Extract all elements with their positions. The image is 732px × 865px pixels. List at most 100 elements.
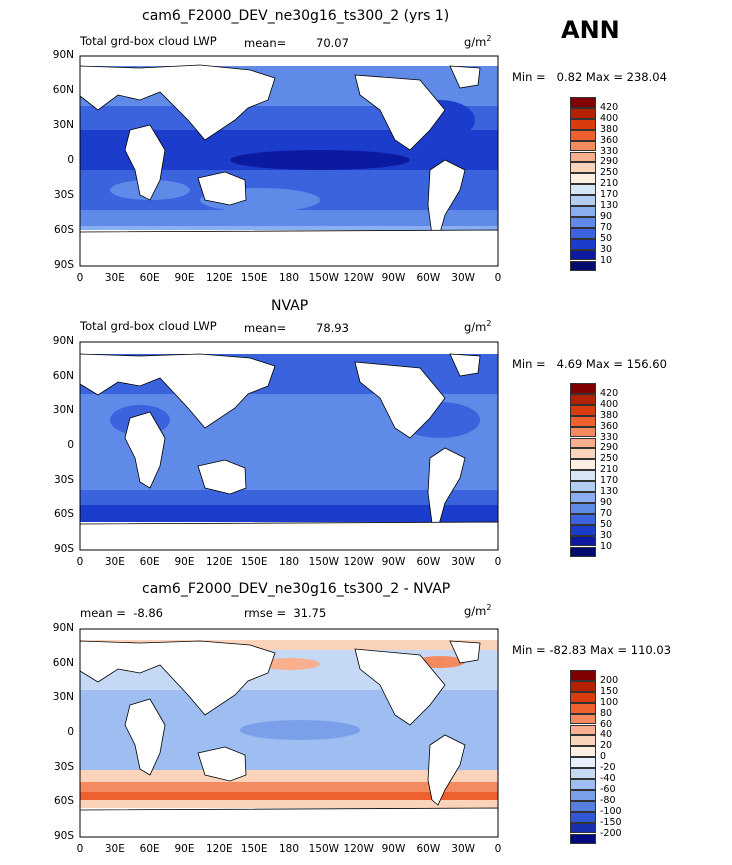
- panel1-lon-tick-label: 180: [278, 272, 300, 284]
- panel3-colorbar-box: [570, 800, 596, 812]
- panel1-colorbar-box: [570, 118, 596, 130]
- panel2-colorbar-box: [570, 448, 596, 460]
- panel3-lon-tick-label: 60W: [416, 843, 441, 855]
- panel1-colorbar-label: 290: [600, 156, 619, 168]
- panel2-colorbar-label: 360: [600, 420, 619, 432]
- panel3-colorbar-box: [570, 768, 596, 779]
- panel1-colorbar-box: [570, 140, 596, 152]
- panel3-lat-tick-label: 30N: [52, 691, 74, 704]
- panel2-units: g/m2: [464, 319, 492, 334]
- panel2-lat-tick-label: 60S: [53, 508, 74, 521]
- panel2-lon-tick-label: 120W: [343, 556, 374, 568]
- panel1-colorbar-box: [570, 227, 596, 239]
- panel2-colorbar-label: 30: [600, 529, 613, 541]
- panel3-lon-tick-label: 60E: [139, 843, 160, 855]
- panel2-colorbar-box: [570, 437, 596, 449]
- panel3-colorbar-label: 20: [600, 740, 613, 752]
- season-label: ANN: [561, 16, 620, 44]
- panel2-colorbar-label: 290: [600, 442, 619, 454]
- panel2-colorbar-label: 50: [600, 518, 613, 530]
- panel3-colorbar-label: 80: [600, 707, 613, 719]
- panel1-colorbar-box: [570, 97, 596, 108]
- panel3-colorbar-box: [570, 735, 596, 747]
- panel3-lon-tick-label: 90E: [174, 843, 195, 855]
- panel3-lat-tick-label: 90S: [53, 830, 74, 842]
- panel3-lat-tick-label: 30S: [53, 760, 74, 773]
- panel1-colorbar-box: [570, 249, 596, 261]
- panel1-colorbar-label: 90: [600, 210, 613, 222]
- panel3-colorbar-box: [570, 670, 596, 681]
- panel2-colorbar-label: 70: [600, 507, 613, 519]
- panel2-lon-tick-label: 90W: [381, 556, 406, 568]
- panel1-colorbar-box: [570, 206, 596, 217]
- panel3-colorbar-box: [570, 746, 596, 758]
- panel3-colorbar-box: [570, 833, 596, 845]
- panel3-colorbar-box: [570, 789, 596, 801]
- panel2-colorbar-box: [570, 481, 596, 492]
- panel3-colorbar-box: [570, 702, 596, 714]
- panel1-lat-tick-label: 30S: [53, 189, 74, 201]
- panel3-rmse-label: rmse = 31.75: [244, 606, 327, 620]
- panel2-lon-tick-label: 150W: [308, 556, 340, 568]
- panel3-colorbar-label: 0: [600, 751, 607, 763]
- panel2-colorbar-label: 130: [600, 486, 619, 497]
- panel1-colorbar-box: [570, 151, 596, 163]
- panel3-lat-tick-label: 60S: [53, 795, 74, 808]
- panel3-colorbar-label: -40: [600, 773, 616, 784]
- panel3-continents: [79, 640, 499, 838]
- panel1-colorbar-label: 50: [600, 232, 613, 244]
- panel1-lon-tick-label: 150W: [308, 272, 340, 284]
- panel1-lon-tick-label: 150E: [240, 272, 268, 284]
- panel3-lon-tick-label: 150W: [308, 843, 340, 855]
- panel3-colorbar-label: -20: [600, 762, 616, 774]
- panel3-colorbar-label: 100: [600, 696, 619, 708]
- panel1-map: [79, 55, 499, 267]
- panel3-colorbar-box: [570, 822, 596, 834]
- panel1-colorbar-label: 360: [600, 134, 619, 146]
- panel2-colorbar-label: 420: [600, 387, 619, 399]
- panel1-colorbar-label: 210: [600, 178, 619, 190]
- panel1-colorbar-label: 330: [600, 145, 619, 157]
- panel1-colorbar-label: 420: [600, 101, 619, 113]
- panel1-continents: [79, 64, 499, 267]
- panel2-colorbar-box: [570, 393, 596, 405]
- panel1-colorbar-label: 130: [600, 200, 619, 211]
- panel3-colorbar-box: [570, 779, 596, 790]
- panel3-mean-label: mean = -8.86: [80, 606, 163, 620]
- panel3-colorbar-label: 150: [600, 685, 619, 697]
- panel3-lon-tick-label: 30W: [451, 843, 476, 855]
- panel1-colorbar-box: [570, 260, 596, 272]
- panel3-colorbar-box: [570, 724, 596, 736]
- panel1-colorbar-label: 30: [600, 243, 613, 255]
- panel2-lon-tick-label: 0: [494, 556, 502, 568]
- panel3-colorbar-label: -80: [600, 794, 616, 806]
- panel2-lat-tick-label: 30S: [53, 473, 74, 486]
- panel3-lon-tick-label: 0: [76, 843, 84, 855]
- panel1-lon-tick-label: 0: [494, 272, 502, 284]
- panel3-colorbar-box: [570, 757, 596, 769]
- panel3-lat-tick-label: 0: [67, 726, 74, 738]
- panel2-lat-tick-label: 60N: [52, 369, 74, 382]
- panel1-colorbar-box: [570, 173, 596, 185]
- panel2-colorbar-label: 210: [600, 464, 619, 476]
- panel2-colorbar-label: 90: [600, 496, 613, 508]
- panel1-colorbar-box: [570, 184, 596, 196]
- panel2-colorbar-label: 170: [600, 475, 619, 487]
- panel2-continents: [79, 353, 499, 551]
- panel3-colorbar-label: -150: [600, 816, 622, 828]
- panel1-lat-tick-label: 0: [67, 154, 74, 166]
- panel3-colorbar-box: [570, 811, 596, 823]
- panel1-colorbar-label: 170: [600, 189, 619, 201]
- panel3-colorbar-label: -60: [600, 783, 616, 795]
- panel1-lon-tick-label: 0: [76, 272, 84, 284]
- panel1-lon-tick-label: 60W: [416, 272, 441, 284]
- panel1-colorbar-label: 380: [600, 123, 619, 135]
- panel1-lat-tick-label: 90S: [53, 259, 74, 271]
- panel2-colorbar-box: [570, 492, 596, 503]
- panel3-units: g/m2: [464, 603, 492, 618]
- panel1-lon-tick-label: 90E: [174, 272, 195, 284]
- panel1-lat-tick-label: 60N: [52, 84, 74, 96]
- panel1-variable-label: Total grd-box cloud LWP: [80, 34, 217, 48]
- panel3-minmax: Min = -82.83 Max = 110.03: [512, 643, 672, 657]
- panel2-colorbar-label: 330: [600, 431, 619, 443]
